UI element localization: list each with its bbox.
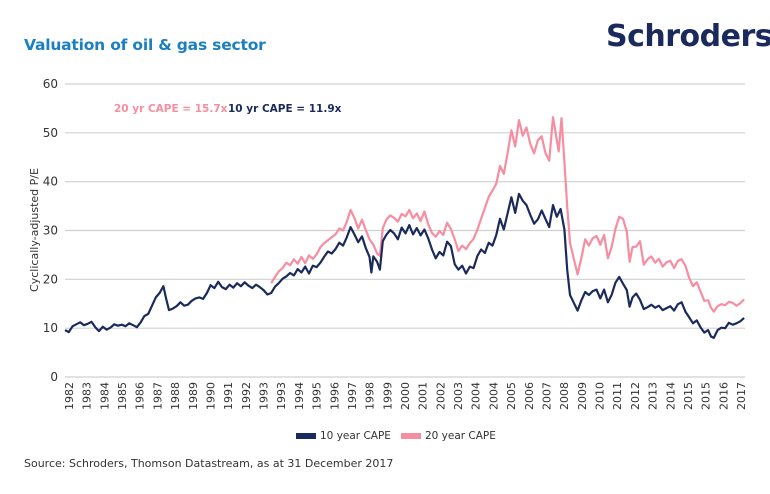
legend-item-10yr: 10 year CAPE — [296, 430, 391, 442]
x-tick-label: 2009 — [576, 382, 589, 410]
x-tick-label: 1989 — [187, 382, 200, 410]
x-tick-label: 2007 — [540, 382, 553, 410]
x-tick-label: 2003 — [452, 382, 465, 410]
legend-swatch-10yr — [296, 433, 316, 439]
y-axis-label: Cyclically-adjusted P/E — [28, 168, 41, 292]
source-note: Source: Schroders, Thomson Datastream, a… — [24, 457, 394, 470]
x-tick-label: 2010 — [594, 382, 607, 410]
x-tick-label: 1987 — [151, 382, 164, 410]
x-tick-label: 2014 — [664, 382, 677, 410]
annotation-10yr-cape: 10 yr CAPE = 11.9x — [228, 103, 342, 115]
series-lines — [64, 116, 745, 339]
y-tick-label: 60 — [43, 77, 58, 91]
y-tick-label: 0 — [50, 370, 58, 384]
chart-title: Valuation of oil & gas sector — [24, 36, 266, 54]
legend: 10 year CAPE 20 year CAPE — [296, 430, 506, 442]
series-line-10yr-cape — [64, 192, 745, 339]
series-line-20yr-cape — [270, 116, 745, 313]
gridlines — [65, 83, 745, 378]
annotation-20yr-cape: 20 yr CAPE = 15.7x — [114, 103, 228, 115]
x-tick-label: 2017 — [735, 382, 748, 410]
schroders-logo: Schroders — [606, 19, 770, 54]
x-tick-label: 1990 — [204, 382, 217, 410]
x-tick-label: 2004 — [470, 382, 483, 410]
x-tick-label: 1997 — [346, 382, 359, 410]
x-tick-label: 2011 — [611, 382, 624, 410]
x-tick-label: 2016 — [717, 382, 730, 410]
y-tick-label: 10 — [43, 321, 58, 335]
legend-item-20yr: 20 year CAPE — [400, 430, 496, 442]
y-tick-label: 30 — [43, 224, 58, 238]
x-tick-label: 1985 — [116, 382, 129, 410]
x-tick-label: 1995 — [311, 382, 324, 410]
x-tick-label: 1996 — [328, 382, 341, 410]
y-tick-label: 40 — [43, 175, 58, 189]
x-tick-label: 2013 — [647, 382, 660, 410]
x-tick-label: 2006 — [523, 382, 536, 410]
x-tick-label: 2001 — [417, 382, 430, 410]
legend-label-20yr: 20 year CAPE — [424, 430, 496, 442]
x-tick-label: 1992 — [240, 382, 253, 410]
x-tick-label: 1991 — [222, 382, 235, 410]
x-tick-label: 1986 — [134, 382, 147, 410]
x-tick-label: 1984 — [98, 382, 111, 410]
y-tick-label: 20 — [43, 272, 58, 286]
legend-swatch-20yr — [400, 433, 421, 439]
x-tick-label: 2000 — [399, 382, 412, 410]
y-axis-ticks: 0 10 20 30 40 50 60 — [43, 77, 58, 384]
x-tick-label: 1982 — [63, 382, 76, 410]
x-tick-label: 1993 — [275, 382, 288, 410]
x-axis-ticks: 1982 1983 1984 1985 1986 1987 1988 1989 1990 1991… — [63, 382, 748, 410]
x-tick-label: 2004 — [487, 382, 500, 410]
x-tick-label: 1983 — [81, 382, 94, 410]
x-tick-label: 1993 — [258, 382, 271, 410]
y-tick-label: 50 — [43, 126, 58, 140]
x-tick-label: 2015 — [700, 382, 713, 410]
legend-label-10yr: 10 year CAPE — [320, 430, 391, 442]
x-tick-label: 1998 — [364, 382, 377, 410]
x-tick-label: 2002 — [434, 382, 447, 410]
x-tick-label: 2008 — [558, 382, 571, 410]
x-tick-label: 1999 — [381, 382, 394, 410]
x-tick-label: 1988 — [169, 382, 182, 410]
x-tick-label: 2015 — [682, 382, 695, 410]
x-tick-label: 2005 — [505, 382, 518, 410]
x-tick-label: 1994 — [293, 382, 306, 410]
x-tick-label: 2012 — [629, 382, 642, 410]
